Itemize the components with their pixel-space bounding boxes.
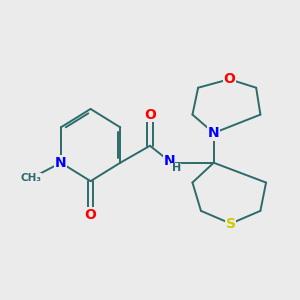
Text: N: N xyxy=(55,156,67,170)
Text: N: N xyxy=(164,154,175,168)
Text: H: H xyxy=(172,163,181,173)
Text: CH₃: CH₃ xyxy=(21,173,42,183)
Text: N: N xyxy=(208,126,220,140)
Text: O: O xyxy=(223,72,235,86)
Text: O: O xyxy=(85,208,97,222)
Text: O: O xyxy=(144,108,156,122)
Text: S: S xyxy=(226,217,236,231)
Text: CH₃: CH₃ xyxy=(21,173,42,183)
